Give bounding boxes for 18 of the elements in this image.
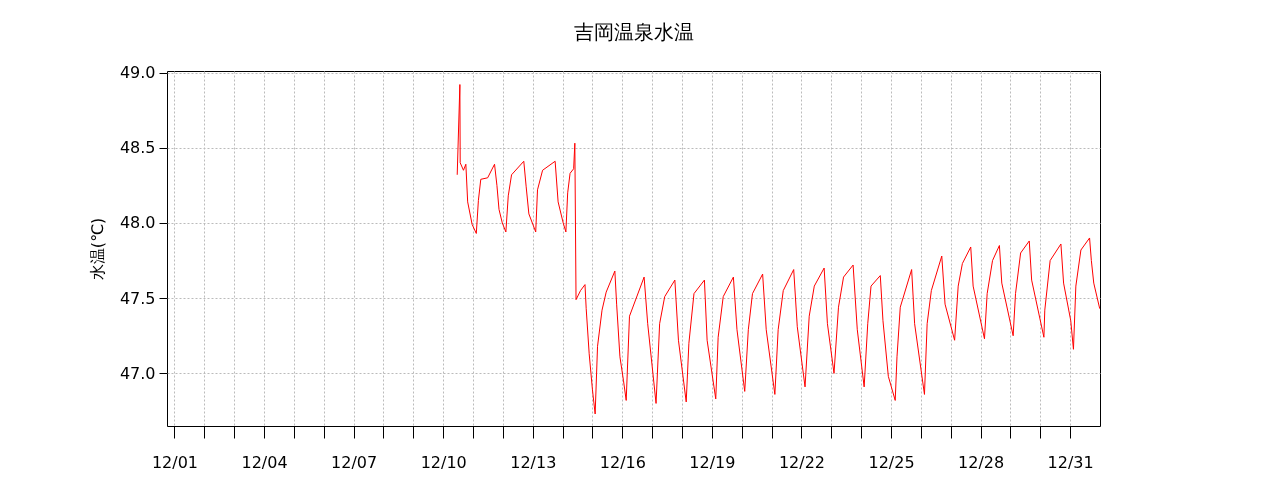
- y-axis-title: 水温(℃): [87, 217, 107, 281]
- y-tick-label: 48.0: [119, 213, 156, 233]
- y-tick-label: 49.0: [119, 63, 156, 82]
- y-tick-label: 47.0: [119, 363, 156, 383]
- x-tick-label: 12/22: [778, 452, 826, 472]
- y-tick-label: 48.5: [119, 138, 156, 158]
- x-tick-label: 12/28: [958, 452, 1005, 472]
- x-tick-label: 12/31: [1047, 452, 1094, 472]
- y-tick-label: 47.5: [119, 288, 156, 308]
- x-tick-label: 12/25: [868, 452, 915, 472]
- x-tick-label: 12/04: [241, 452, 288, 472]
- x-tick-label: 12/13: [510, 452, 557, 472]
- x-tick-label: 12/07: [331, 452, 378, 472]
- x-tick-label: 12/16: [599, 452, 646, 472]
- x-tick-label: 12/19: [689, 452, 736, 472]
- x-tick-label: 12/01: [151, 452, 199, 472]
- x-tick-label: 12/10: [420, 452, 467, 472]
- chart-title: 吉岡温泉水温: [573, 19, 694, 44]
